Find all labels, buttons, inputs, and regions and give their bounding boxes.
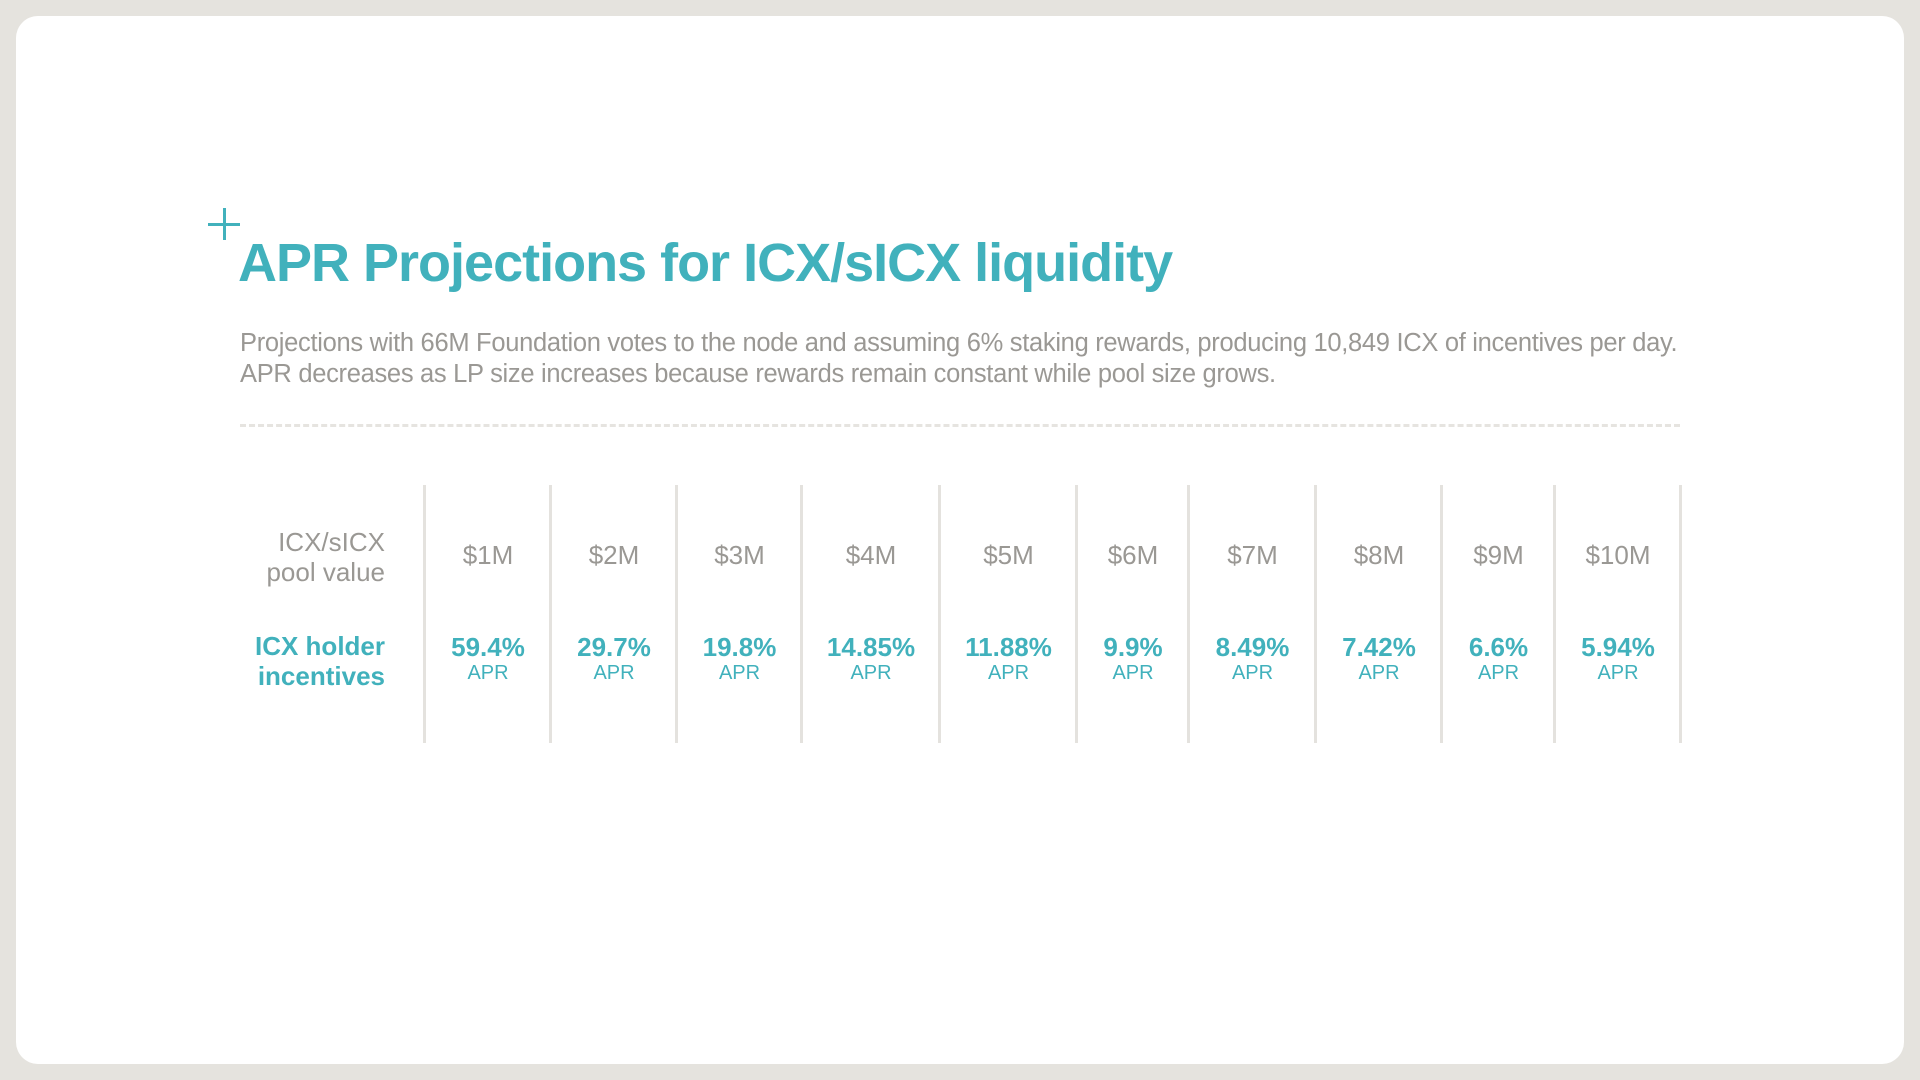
column-divider: [938, 485, 941, 743]
apr-value-cell: 11.88%: [965, 632, 1052, 662]
column-divider: [1679, 485, 1682, 743]
apr-value-cell: 5.94%: [1581, 632, 1655, 662]
pool-value-cell: $10M: [1585, 540, 1651, 570]
column-divider: [549, 485, 552, 743]
apr-unit-label: APR: [467, 662, 509, 684]
apr-unit-label: APR: [1358, 662, 1400, 684]
row-label-pool-value: ICX/sICX pool value: [266, 527, 385, 587]
row-label-line: pool value: [266, 557, 385, 587]
plus-icon: [208, 208, 240, 240]
apr-unit-label: APR: [1477, 662, 1520, 684]
apr-value-cell: 7.42%: [1342, 632, 1416, 662]
row-label-incentives: ICX holder incentives: [255, 631, 385, 691]
row-label-line: incentives: [257, 661, 385, 691]
column-divider: [800, 485, 803, 743]
column-divider: [1440, 485, 1443, 743]
column-divider: [423, 485, 426, 743]
dashed-divider: [240, 424, 1680, 427]
apr-unit-label: APR: [1597, 662, 1639, 684]
apr-unit-label: APR: [850, 662, 892, 684]
subtitle: Projections with 66M Foundation votes to…: [240, 329, 1678, 388]
column-divider: [1314, 485, 1317, 743]
pool-value-cell: $7M: [1227, 540, 1278, 570]
apr-value-cell: 6.6%: [1468, 632, 1529, 662]
column-divider: [1187, 485, 1190, 743]
pool-value-cell: $6M: [1107, 540, 1159, 570]
pool-value-cell: $4M: [845, 540, 897, 570]
apr-unit-label: APR: [593, 662, 635, 684]
pool-value-cell: $2M: [588, 540, 640, 570]
apr-unit-label: APR: [1231, 662, 1274, 684]
apr-unit-label: APR: [1112, 662, 1154, 684]
pool-value-cell: $8M: [1353, 540, 1405, 570]
apr-value-cell: 59.4%: [451, 632, 525, 662]
column-divider: [1553, 485, 1556, 743]
row-label-line: ICX holder: [254, 631, 385, 661]
page-title: APR Projections for ICX/sICX liquidity: [238, 233, 1173, 293]
apr-value-cell: 29.7%: [577, 632, 651, 662]
apr-unit-label: APR: [987, 662, 1030, 684]
column-divider: [1075, 485, 1078, 743]
pool-value-cell: $1M: [462, 540, 514, 570]
apr-value-cell: 9.9%: [1103, 632, 1163, 662]
apr-value-cell: 14.85%: [826, 632, 916, 662]
pool-value-cell: $9M: [1473, 540, 1524, 570]
apr-value-cell: 8.49%: [1215, 632, 1290, 662]
column-divider: [675, 485, 678, 743]
pool-value-cell: $3M: [714, 540, 765, 570]
apr-value-cell: 19.8%: [702, 632, 777, 662]
row-label-line: ICX/sICX: [278, 527, 385, 557]
apr-unit-label: APR: [718, 662, 761, 684]
slide-card: [16, 16, 1904, 1064]
pool-value-cell: $5M: [983, 540, 1034, 570]
